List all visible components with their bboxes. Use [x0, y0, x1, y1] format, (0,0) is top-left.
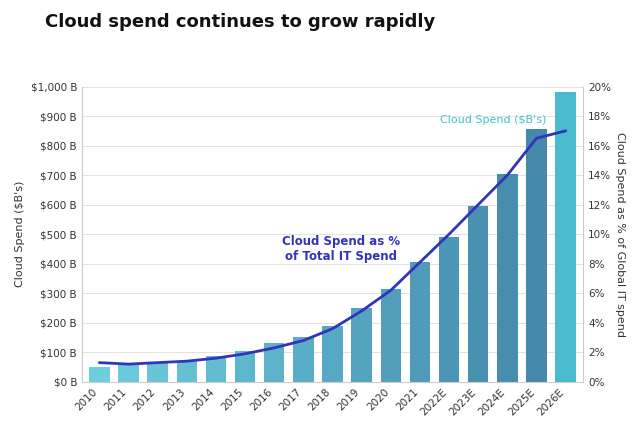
Bar	[89, 367, 109, 382]
Bar	[206, 356, 226, 382]
Bar	[381, 289, 401, 382]
Bar	[264, 343, 284, 382]
Bar	[526, 129, 547, 382]
Bar	[468, 206, 488, 382]
Bar	[351, 308, 372, 382]
Y-axis label: Cloud Spend ($B's): Cloud Spend ($B's)	[15, 181, 25, 287]
Bar	[497, 174, 518, 382]
Bar	[556, 92, 576, 382]
Bar	[323, 326, 342, 382]
Bar	[410, 262, 430, 382]
Text: Cloud Spend as %
of Total IT Spend: Cloud Spend as % of Total IT Spend	[282, 235, 401, 263]
Text: Cloud spend continues to grow rapidly: Cloud spend continues to grow rapidly	[45, 13, 435, 31]
Bar	[439, 237, 460, 382]
Y-axis label: Cloud Spend as % of Global IT spend: Cloud Spend as % of Global IT spend	[615, 132, 625, 337]
Bar	[147, 362, 168, 382]
Bar	[177, 361, 197, 382]
Bar	[118, 364, 139, 382]
Text: Cloud Spend ($B's): Cloud Spend ($B's)	[440, 115, 546, 125]
Bar	[293, 337, 314, 382]
Bar	[235, 351, 255, 382]
